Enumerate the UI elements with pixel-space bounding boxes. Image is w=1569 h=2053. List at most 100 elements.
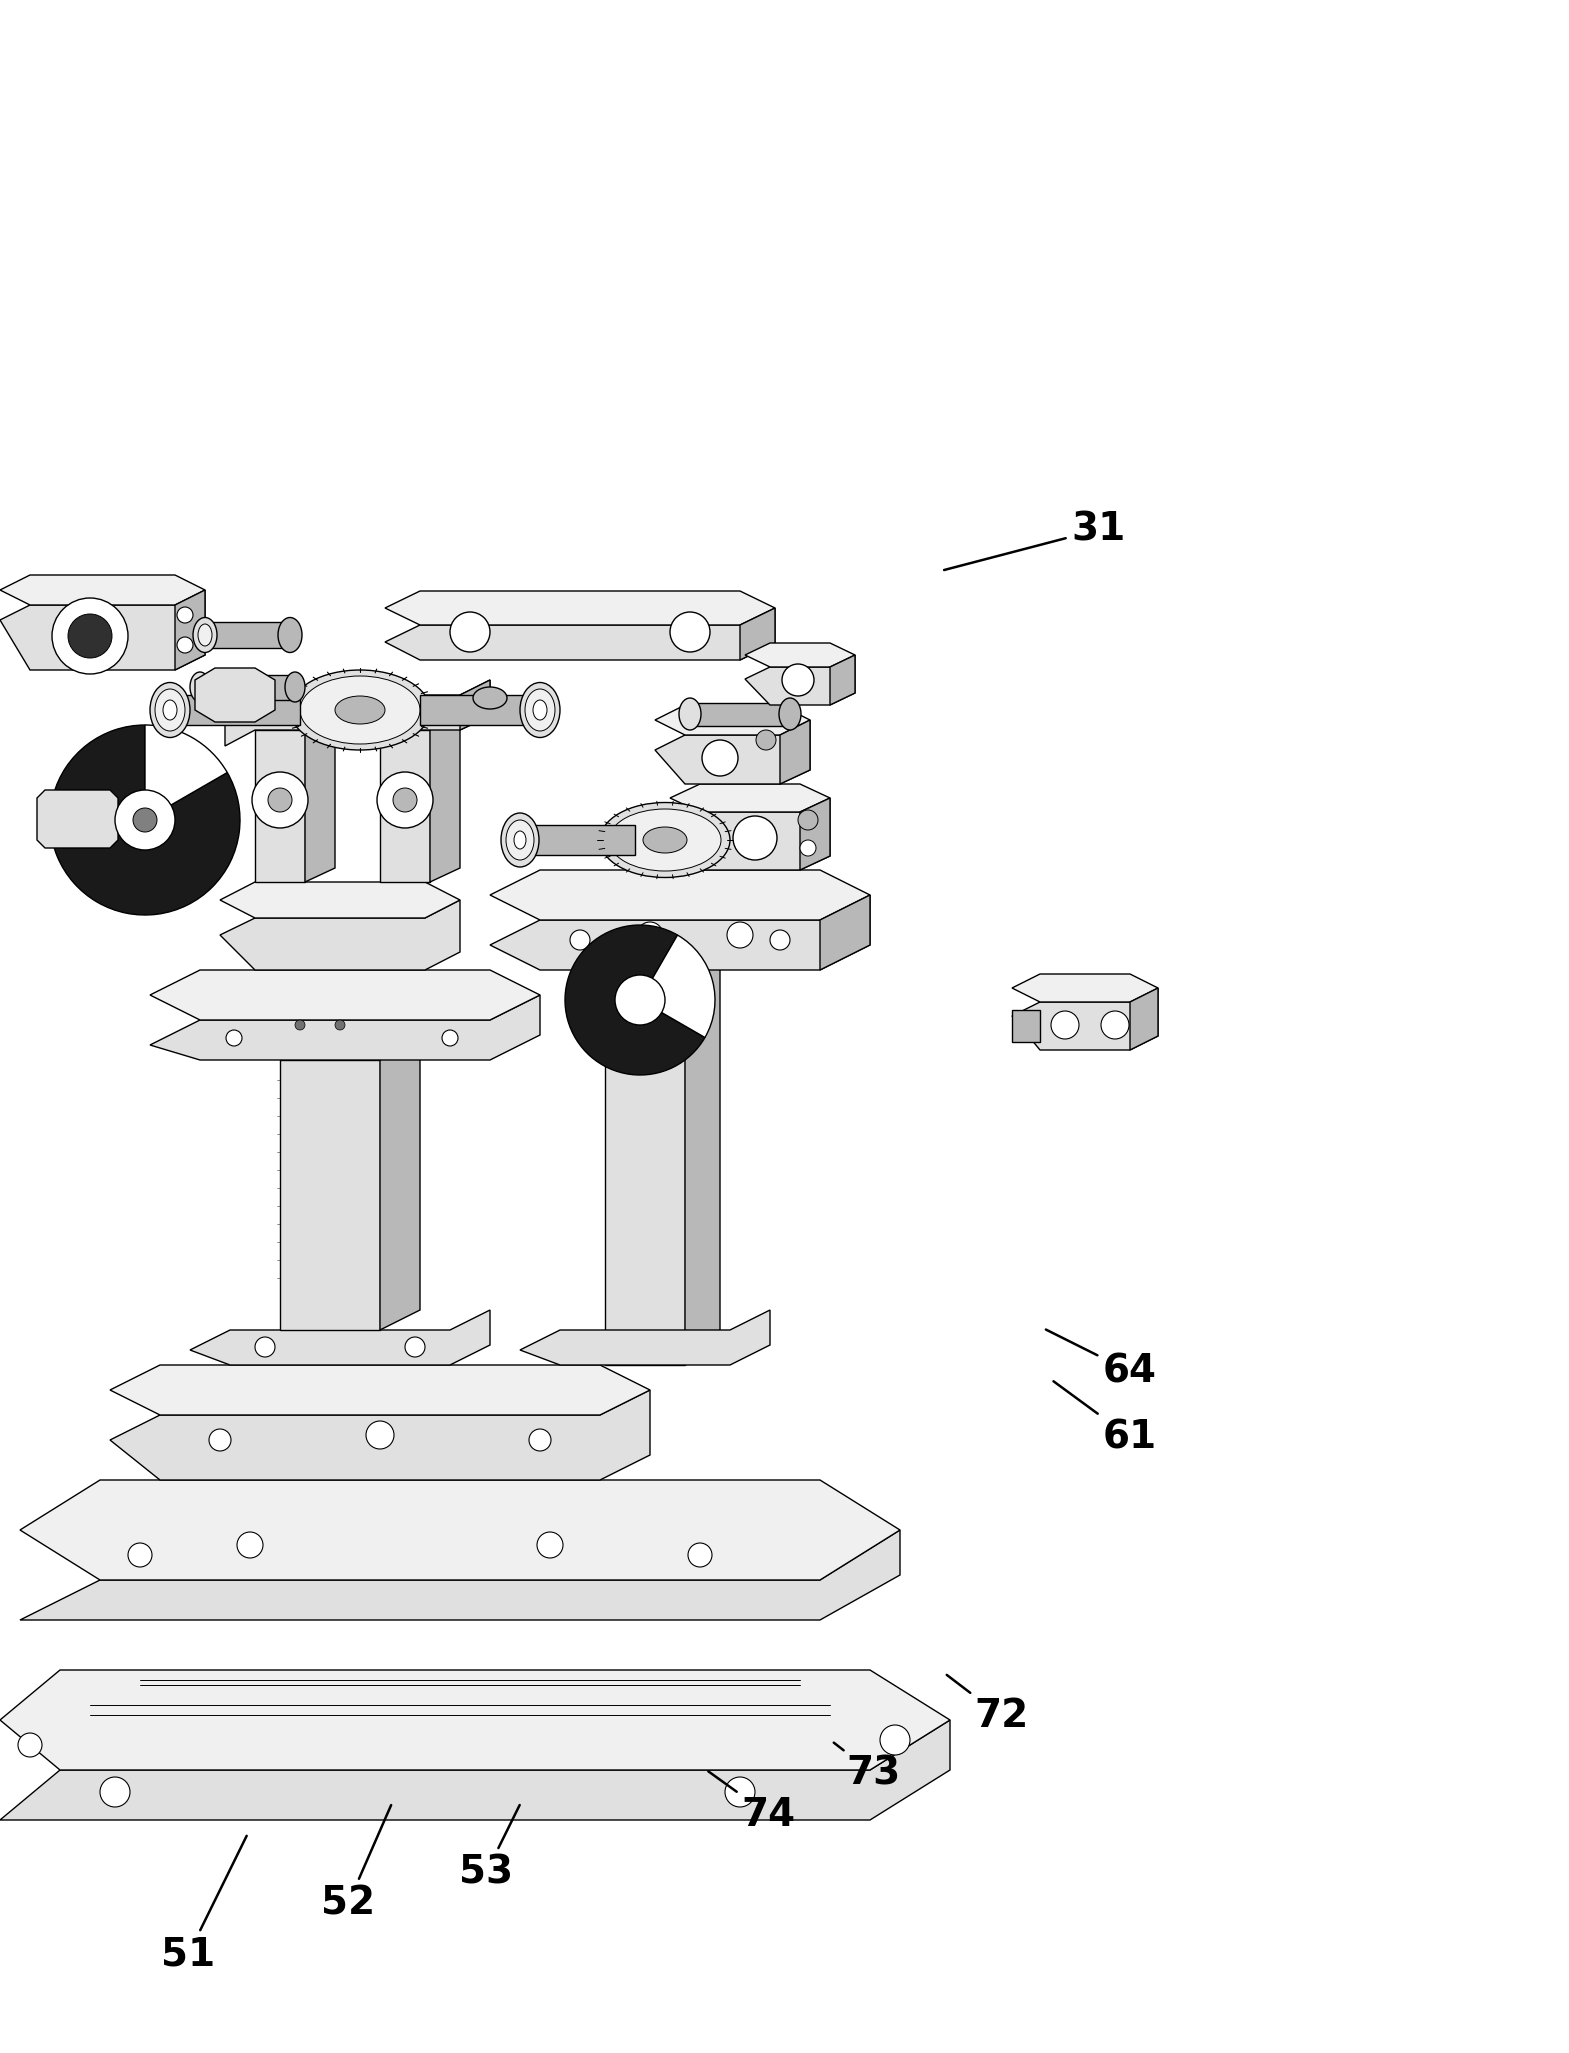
Ellipse shape xyxy=(190,671,210,702)
Polygon shape xyxy=(745,655,855,704)
Circle shape xyxy=(733,815,777,860)
Polygon shape xyxy=(1130,987,1158,1049)
Circle shape xyxy=(615,975,665,1024)
Ellipse shape xyxy=(290,669,430,749)
Polygon shape xyxy=(741,608,775,659)
Polygon shape xyxy=(830,655,855,704)
Wedge shape xyxy=(50,725,240,916)
Circle shape xyxy=(405,1337,425,1357)
Ellipse shape xyxy=(778,698,802,731)
Ellipse shape xyxy=(501,813,540,866)
Text: 51: 51 xyxy=(162,1835,246,1973)
Circle shape xyxy=(687,1544,712,1566)
Circle shape xyxy=(336,1020,345,1031)
Ellipse shape xyxy=(300,675,420,743)
Circle shape xyxy=(770,930,791,951)
Ellipse shape xyxy=(533,700,548,721)
Ellipse shape xyxy=(526,690,555,731)
Circle shape xyxy=(781,663,814,696)
Polygon shape xyxy=(20,1529,901,1620)
Polygon shape xyxy=(654,704,810,735)
Circle shape xyxy=(537,1532,563,1558)
Ellipse shape xyxy=(505,819,533,860)
Polygon shape xyxy=(0,589,206,669)
Polygon shape xyxy=(380,731,430,883)
Circle shape xyxy=(17,1733,42,1757)
Polygon shape xyxy=(220,899,460,969)
Polygon shape xyxy=(384,591,775,624)
Polygon shape xyxy=(199,675,295,700)
Circle shape xyxy=(177,636,193,653)
Ellipse shape xyxy=(336,696,384,725)
Circle shape xyxy=(1101,1010,1130,1039)
Circle shape xyxy=(442,1031,458,1045)
Polygon shape xyxy=(384,608,775,659)
Polygon shape xyxy=(490,895,869,969)
Ellipse shape xyxy=(218,688,253,708)
Circle shape xyxy=(529,1429,551,1451)
Polygon shape xyxy=(670,784,830,813)
Ellipse shape xyxy=(163,700,177,721)
Polygon shape xyxy=(690,702,791,727)
Polygon shape xyxy=(670,799,830,870)
Polygon shape xyxy=(780,721,810,784)
Polygon shape xyxy=(1012,1010,1040,1043)
Circle shape xyxy=(268,788,292,813)
Text: 74: 74 xyxy=(708,1772,795,1833)
Text: 52: 52 xyxy=(322,1805,391,1922)
Polygon shape xyxy=(304,716,336,883)
Polygon shape xyxy=(519,825,635,854)
Polygon shape xyxy=(800,799,830,870)
Circle shape xyxy=(295,1020,304,1031)
Ellipse shape xyxy=(198,624,212,647)
Polygon shape xyxy=(151,969,540,1020)
Ellipse shape xyxy=(155,690,185,731)
Circle shape xyxy=(1051,1010,1079,1039)
Polygon shape xyxy=(256,731,304,883)
Ellipse shape xyxy=(679,698,701,731)
Wedge shape xyxy=(640,934,715,1037)
Polygon shape xyxy=(20,1480,901,1581)
Polygon shape xyxy=(745,643,855,667)
Circle shape xyxy=(256,1337,275,1357)
Text: 73: 73 xyxy=(833,1743,901,1792)
Ellipse shape xyxy=(193,618,217,653)
Circle shape xyxy=(701,739,737,776)
Circle shape xyxy=(880,1725,910,1755)
Polygon shape xyxy=(195,667,275,723)
Polygon shape xyxy=(0,1669,949,1770)
Polygon shape xyxy=(821,895,869,969)
Ellipse shape xyxy=(519,682,560,737)
Polygon shape xyxy=(220,883,460,918)
Circle shape xyxy=(52,597,129,673)
Polygon shape xyxy=(190,1310,490,1365)
Text: 64: 64 xyxy=(1047,1330,1156,1390)
Polygon shape xyxy=(1012,973,1158,1002)
Text: 53: 53 xyxy=(460,1805,519,1891)
Polygon shape xyxy=(654,721,810,784)
Text: 61: 61 xyxy=(1053,1382,1156,1456)
Circle shape xyxy=(226,1031,242,1045)
Ellipse shape xyxy=(286,671,304,702)
Circle shape xyxy=(726,922,753,948)
Circle shape xyxy=(799,811,817,829)
Text: 31: 31 xyxy=(945,511,1125,571)
Ellipse shape xyxy=(151,682,190,737)
Polygon shape xyxy=(169,696,300,725)
Circle shape xyxy=(392,788,417,813)
Polygon shape xyxy=(110,1390,650,1480)
Circle shape xyxy=(670,612,711,653)
Circle shape xyxy=(133,809,157,831)
Polygon shape xyxy=(420,696,540,725)
Polygon shape xyxy=(206,622,290,649)
Polygon shape xyxy=(1012,987,1158,1049)
Polygon shape xyxy=(519,1310,770,1365)
Polygon shape xyxy=(606,920,686,1365)
Polygon shape xyxy=(176,589,206,669)
Circle shape xyxy=(637,922,664,948)
Polygon shape xyxy=(0,1720,949,1821)
Polygon shape xyxy=(0,575,206,606)
Circle shape xyxy=(100,1778,130,1807)
Circle shape xyxy=(366,1421,394,1449)
Circle shape xyxy=(253,772,308,827)
